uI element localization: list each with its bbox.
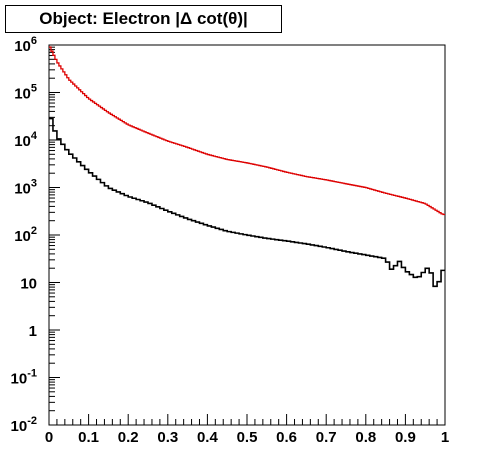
x-tick-label: 0.1	[78, 429, 99, 446]
y-tick-label: 10-2	[11, 415, 37, 435]
y-tick-label: 105	[14, 83, 37, 103]
axis-ticks	[48, 44, 446, 426]
x-tick-label: 1	[441, 429, 449, 446]
x-tick-label: 0.8	[355, 429, 376, 446]
series-red-line	[49, 46, 445, 216]
y-tick-label: 103	[14, 178, 37, 198]
y-tick-label: 10	[20, 276, 37, 293]
chart-title: Object: Electron |Δ cot(θ)|	[5, 5, 282, 33]
y-tick-label: 104	[14, 130, 38, 150]
x-tick-label: 0.3	[157, 429, 178, 446]
x-tick-label: 0.4	[197, 429, 219, 446]
x-tick-label: 0	[45, 429, 53, 446]
x-tick-label: 0.9	[395, 429, 416, 446]
y-tick-label: 10-1	[11, 368, 37, 388]
chart-series	[49, 46, 445, 288]
y-tick-label: 102	[14, 225, 37, 245]
axis-tick-labels: 0 0.1 0.2 0.3 0.4 0.5 0.6 0.7 0.8 0.9 1 10-2 10-1 1 10…	[11, 35, 450, 446]
y-tick-label: 106	[14, 35, 37, 55]
x-tick-label: 0.6	[276, 429, 297, 446]
y-tick-label: 1	[29, 323, 37, 340]
x-tick-label: 0.7	[316, 429, 337, 446]
x-tick-label: 0.5	[237, 429, 258, 446]
x-tick-label: 0.2	[118, 429, 139, 446]
series-black-line	[49, 117, 445, 288]
